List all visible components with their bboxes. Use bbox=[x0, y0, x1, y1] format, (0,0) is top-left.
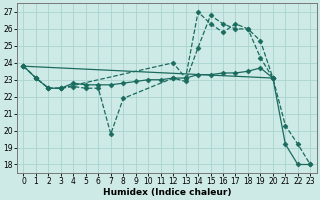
X-axis label: Humidex (Indice chaleur): Humidex (Indice chaleur) bbox=[103, 188, 231, 197]
